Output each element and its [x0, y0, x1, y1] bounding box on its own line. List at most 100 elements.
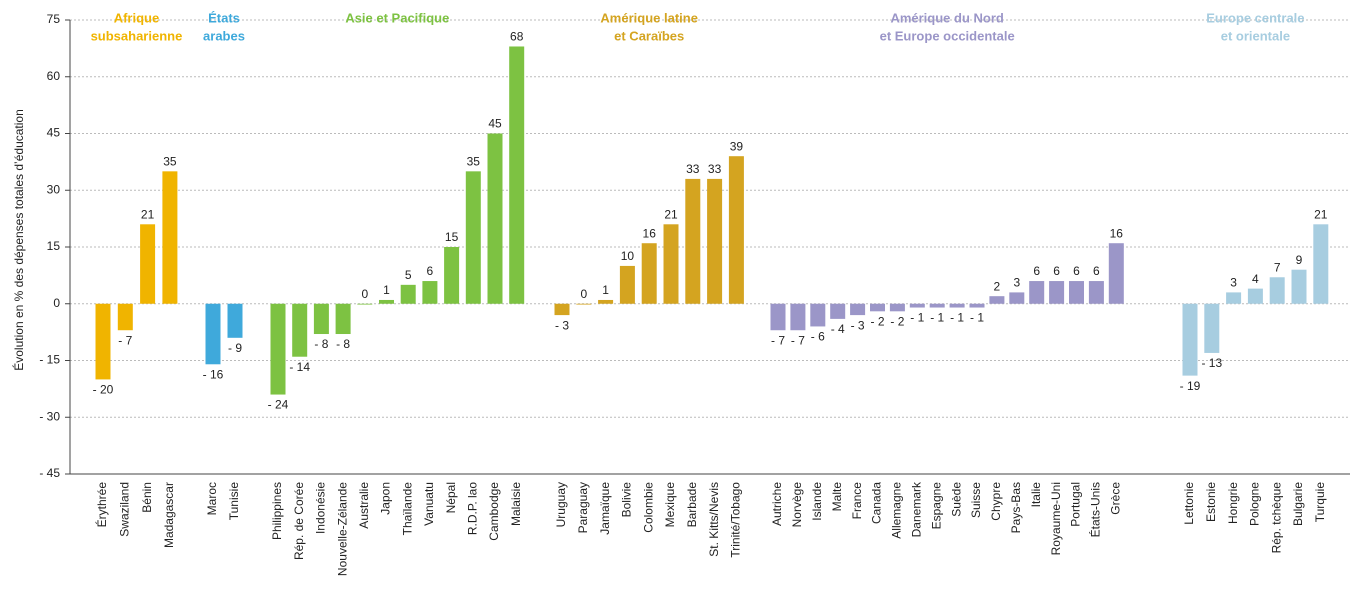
x-tick-label: Pays-Bas	[1009, 482, 1023, 533]
bar	[554, 303, 570, 316]
bar	[1291, 269, 1307, 304]
y-tick-label: 60	[47, 69, 61, 83]
value-label: 2	[994, 279, 1001, 293]
bar	[270, 303, 286, 395]
bar	[1313, 224, 1329, 304]
y-tick-label: 75	[47, 12, 61, 26]
bar	[1226, 292, 1242, 304]
x-tick-label: Maroc	[205, 482, 219, 515]
bar	[576, 303, 592, 305]
x-tick-label: R.D.P. lao	[465, 482, 479, 535]
x-tick-label: Grèce	[1108, 482, 1122, 515]
bar	[949, 303, 965, 308]
y-tick-label: 30	[47, 182, 61, 196]
bar	[379, 299, 394, 304]
value-label: 33	[686, 162, 700, 176]
group-title: Afrique	[114, 10, 160, 25]
value-label: 3	[1230, 276, 1237, 290]
bar	[422, 281, 438, 304]
x-tick-label: Jamaïque	[598, 482, 612, 535]
x-tick-label: Madagascar	[162, 482, 176, 548]
bar	[830, 303, 846, 319]
bar	[335, 303, 351, 335]
value-label: 3	[1013, 276, 1020, 290]
bar	[1088, 281, 1104, 304]
bar	[1269, 277, 1285, 304]
x-tick-label: Swaziland	[117, 482, 131, 537]
x-tick-label: Trinité/Tobago	[729, 482, 743, 558]
value-label: 68	[510, 30, 524, 44]
group-title: arabes	[203, 28, 245, 43]
group-title: Amérique latine	[600, 10, 698, 25]
x-tick-label: Autriche	[770, 482, 784, 526]
value-label: 45	[488, 117, 502, 131]
x-tick-label: Suisse	[969, 482, 983, 518]
bar	[770, 303, 786, 331]
y-tick-label: 0	[53, 296, 60, 310]
value-label: - 8	[336, 337, 350, 351]
group-title: États	[208, 10, 240, 25]
bar	[685, 178, 701, 304]
bar	[400, 284, 416, 304]
bar	[989, 296, 1005, 304]
bar	[790, 303, 806, 331]
bar	[810, 303, 826, 327]
x-tick-label: Hongrie	[1226, 482, 1240, 524]
value-label: - 19	[1180, 379, 1201, 393]
bar	[357, 303, 373, 305]
group-title: Europe centrale	[1206, 10, 1304, 25]
bar	[870, 303, 885, 312]
x-tick-label: Népal	[444, 482, 458, 513]
group-title: subsaharienne	[91, 28, 183, 43]
bar	[641, 243, 657, 304]
value-label: - 24	[268, 398, 289, 412]
y-tick-label: - 30	[39, 409, 60, 423]
x-tick-label: Pologne	[1248, 482, 1262, 526]
value-label: 21	[141, 207, 155, 221]
bar	[889, 303, 905, 312]
value-label: - 1	[930, 311, 944, 325]
value-label: - 13	[1201, 356, 1222, 370]
x-tick-label: Bolivie	[620, 482, 634, 518]
group-title: Asie et Pacifique	[345, 10, 449, 25]
group-title: et orientale	[1221, 28, 1290, 43]
x-tick-label: Barbade	[685, 482, 699, 528]
y-tick-label: 45	[47, 126, 61, 140]
group-title: Amérique du Nord	[890, 10, 1003, 25]
bar	[1049, 281, 1065, 304]
x-tick-label: France	[850, 482, 864, 520]
x-tick-label: Tunisie	[227, 482, 241, 521]
x-tick-label: Indonésie	[314, 482, 328, 534]
x-tick-label: Turquie	[1313, 482, 1327, 523]
value-label: - 1	[950, 311, 964, 325]
value-label: - 2	[890, 314, 904, 328]
bar	[1247, 288, 1263, 304]
x-tick-label: Bulgarie	[1291, 482, 1305, 526]
value-label: 6	[1053, 264, 1060, 278]
x-tick-label: Paraguay	[576, 482, 590, 533]
bar	[487, 133, 503, 304]
bar	[663, 224, 679, 304]
value-label: - 3	[555, 318, 569, 332]
value-label: 39	[730, 139, 744, 153]
bar	[929, 303, 945, 308]
x-tick-label: Cambodge	[487, 482, 501, 541]
value-label: - 7	[771, 333, 785, 347]
group-title: et Europe occidentale	[880, 28, 1015, 43]
bar	[707, 178, 723, 304]
bar	[140, 224, 156, 304]
x-tick-label: Rép. de Corée	[292, 482, 306, 560]
bar	[850, 303, 866, 316]
value-label: - 7	[791, 333, 805, 347]
bar	[1069, 281, 1084, 304]
value-label: 35	[163, 155, 177, 169]
value-label: - 2	[870, 314, 884, 328]
value-label: 21	[664, 207, 678, 221]
x-tick-label: Canada	[870, 482, 884, 524]
bar	[95, 303, 111, 380]
value-label: - 14	[289, 360, 310, 374]
bar	[205, 303, 221, 365]
x-tick-label: Estonie	[1204, 482, 1218, 522]
x-tick-label: Malte	[830, 482, 844, 512]
